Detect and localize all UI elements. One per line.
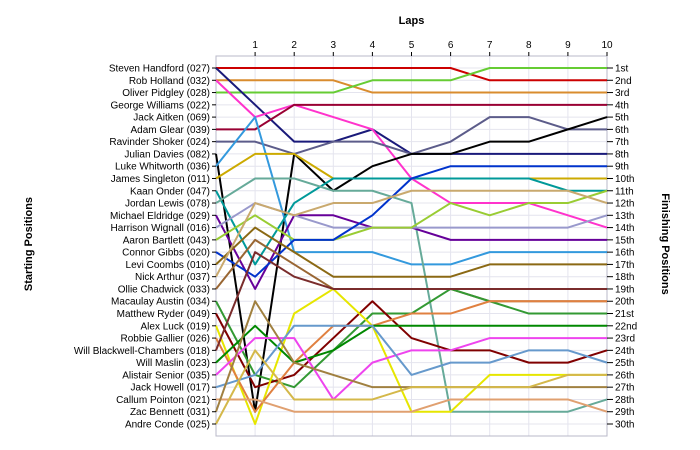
starting-position-labels: Steven Handford (027)Rob Holland (032)Ol… — [74, 64, 216, 431]
x-axis-title: Laps — [399, 15, 425, 27]
start-position-label: Harrison Wignall (016) — [111, 223, 210, 234]
series-line — [215, 324, 607, 364]
start-position-label: Levi Coombs (010) — [126, 260, 210, 271]
finish-position-label: 4th — [615, 100, 629, 111]
y-right-axis-title: Finishing Positions — [659, 193, 671, 294]
start-position-label: Ravinder Shoker (024) — [109, 137, 210, 148]
finish-position-label: 3rd — [615, 88, 629, 99]
start-position-label: Connor Gibbs (020) — [122, 248, 210, 259]
finish-position-label: 11th — [615, 186, 634, 197]
finish-position-label: 28th — [615, 395, 634, 406]
x-tick-label: 6 — [448, 40, 454, 51]
finishing-position-labels: 1st2nd3rd4th5th6th7th8th9th10th11th12th1… — [607, 64, 637, 431]
series-line — [215, 177, 608, 413]
start-position-label: Luke Whitworth (036) — [115, 162, 210, 173]
start-position-label: George Williams (022) — [111, 100, 210, 111]
series-line — [215, 116, 607, 266]
finish-position-label: 9th — [615, 162, 629, 173]
start-position-label: Aaron Bartlett (043) — [123, 235, 210, 246]
series-line — [215, 349, 607, 425]
start-position-label: Andre Conde (025) — [125, 420, 210, 431]
x-tick-label: 10 — [601, 40, 613, 51]
x-tick-label: 4 — [370, 40, 376, 51]
start-position-label: Will Blackwell-Chambers (018) — [74, 346, 210, 357]
start-position-label: Michael Eldridge (029) — [110, 211, 210, 222]
start-position-label: Rob Holland (032) — [129, 76, 210, 87]
series-line — [215, 226, 607, 278]
start-position-label: Steven Handford (027) — [109, 64, 210, 75]
y-left-axis-title: Starting Positions — [23, 197, 35, 291]
finish-position-label: 24th — [615, 346, 634, 357]
x-tick-label: 5 — [409, 40, 415, 51]
start-position-label: Matthew Ryder (049) — [117, 309, 210, 320]
start-position-label: Jack Aitken (069) — [133, 113, 210, 124]
finish-position-label: 7th — [615, 137, 629, 148]
series-line — [216, 398, 608, 413]
finish-position-label: 23rd — [615, 334, 635, 345]
finish-position-label: 12th — [615, 199, 634, 210]
finish-position-label: 22nd — [615, 321, 637, 332]
finish-position-label: 25th — [615, 358, 634, 369]
start-position-label: Jordan Lewis (078) — [125, 199, 210, 210]
start-position-label: Nick Arthur (037) — [135, 272, 210, 283]
start-position-label: Ollie Chadwick (033) — [118, 284, 210, 295]
finish-position-label: 8th — [615, 149, 629, 160]
finish-position-label: 14th — [615, 223, 634, 234]
finish-position-label: 10th — [615, 174, 634, 185]
start-position-label: Will Maslin (023) — [136, 358, 210, 369]
finish-position-label: 1st — [615, 64, 629, 75]
series-line — [216, 79, 607, 94]
finish-position-label: 5th — [615, 113, 629, 124]
x-tick-label: 2 — [291, 40, 297, 51]
start-position-label: James Singleton (011) — [111, 174, 210, 185]
start-position-label: Robbie Gallier (026) — [121, 334, 211, 345]
x-tick-label: 3 — [331, 40, 337, 51]
start-position-label: Callum Pointon (021) — [116, 395, 210, 406]
finish-position-label: 2nd — [615, 76, 632, 87]
start-position-label: Julian Davies (082) — [124, 149, 210, 160]
finish-position-label: 26th — [615, 370, 634, 381]
x-tick-layer: 1 2 3 4 5 6 7 8 9 10 — [252, 40, 613, 56]
series-line — [215, 165, 607, 278]
finish-position-label: 6th — [615, 125, 629, 136]
x-tick-label: 8 — [526, 40, 532, 51]
finish-position-label: 29th — [615, 407, 634, 418]
finish-position-label: 20th — [615, 297, 634, 308]
series-line — [215, 189, 608, 278]
start-position-label: Alex Luck (019) — [141, 321, 210, 332]
series-layer — [215, 67, 608, 425]
finish-position-label: 15th — [615, 235, 634, 246]
x-tick-label: 1 — [252, 40, 258, 51]
start-position-label: Jack Howell (017) — [131, 383, 210, 394]
start-position-label: Zac Bennett (031) — [130, 407, 210, 418]
finish-position-label: 17th — [615, 260, 634, 271]
finish-position-label: 18th — [615, 272, 634, 283]
start-position-label: Kaan Onder (047) — [130, 186, 210, 197]
x-tick-label: 7 — [487, 40, 493, 51]
series-line — [216, 67, 607, 82]
start-position-label: Oliver Pidgley (028) — [122, 88, 210, 99]
series-line — [216, 67, 607, 94]
start-position-label: Macaulay Austin (034) — [111, 297, 210, 308]
start-position-label: Alistair Senior (035) — [122, 370, 210, 381]
series-line — [215, 337, 607, 401]
finish-position-label: 13th — [615, 211, 634, 222]
finish-position-label: 30th — [615, 420, 634, 431]
x-tick-label: 9 — [565, 40, 571, 51]
series-line — [216, 103, 607, 131]
finish-position-label: 16th — [615, 248, 634, 259]
series-line — [215, 189, 608, 241]
finish-position-label: 19th — [615, 284, 634, 295]
finish-position-label: 21st — [615, 309, 634, 320]
series-line — [215, 251, 607, 351]
series-line — [215, 300, 607, 413]
start-position-label: Adam Glear (039) — [131, 125, 210, 136]
finish-position-label: 27th — [615, 383, 634, 394]
